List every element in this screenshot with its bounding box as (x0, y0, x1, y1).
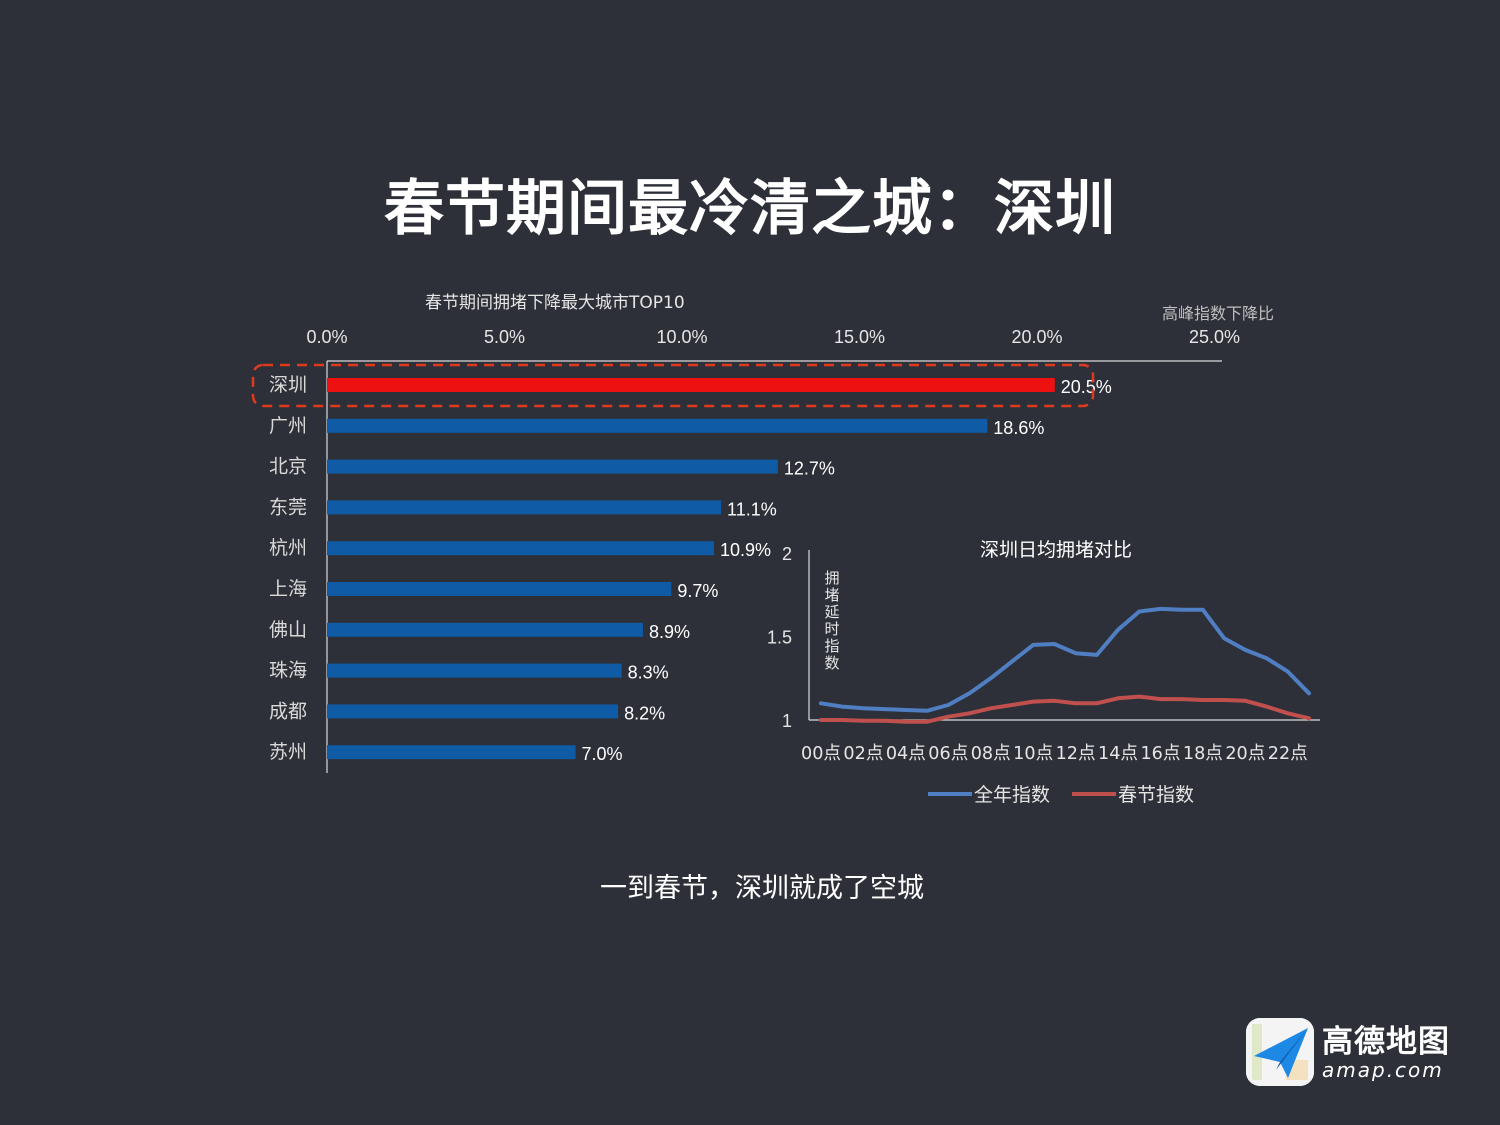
bar (327, 582, 672, 596)
bar-category-label: 杭州 (269, 537, 307, 559)
logo-name-en: amap.com (1322, 1058, 1444, 1082)
legend-swatch-spring (1072, 791, 1117, 796)
bar-x-tick-label: 0.0% (306, 327, 347, 347)
bar-category-label: 成都 (269, 700, 307, 722)
bar (327, 663, 622, 678)
logo-name-cn: 高德地图 (1322, 1024, 1450, 1060)
bar-category-label: 苏州 (269, 741, 307, 763)
bar-value-label: 12.7% (784, 459, 835, 479)
bar-x-tick-label: 15.0% (834, 327, 885, 347)
bar (327, 622, 643, 637)
bar-value-label: 7.0% (582, 744, 623, 764)
legend-label-all-year: 全年指数 (974, 784, 1051, 806)
bar-category-label: 北京 (269, 456, 307, 478)
bar-value-label: 8.9% (649, 622, 690, 642)
bar-value-label: 10.9% (720, 540, 771, 560)
bar (327, 378, 1055, 392)
line-chart-legend: 全年指数 春节指数 (928, 780, 1216, 807)
bar (327, 500, 722, 515)
bar-category-label: 上海 (269, 578, 307, 600)
legend-label-spring: 春节指数 (1118, 784, 1195, 806)
bar-x-tick-label: 20.0% (1011, 327, 1062, 347)
bar-value-label: 20.5% (1061, 377, 1112, 397)
page-title: 春节期间最冷清之城：深圳 (384, 174, 1116, 244)
bar-x-tick-label: 10.0% (656, 327, 707, 347)
bar-category-label: 佛山 (269, 619, 307, 641)
bar (327, 459, 778, 474)
bar-value-label: 9.7% (677, 581, 718, 601)
bar (327, 704, 619, 719)
amap-logo[interactable] (1246, 1018, 1314, 1086)
bar-x-tick-label: 5.0% (484, 327, 525, 347)
line-chart-title: 深圳日均拥堵对比 (980, 539, 1133, 561)
bar-value-label: 18.6% (993, 418, 1044, 438)
legend-item-all-year: 全年指数 (928, 780, 1050, 807)
bar-x-tick-label: 25.0% (1189, 327, 1240, 347)
bar-value-label: 8.2% (624, 703, 665, 723)
page-caption: 一到春节，深圳就成了空城 (600, 873, 924, 904)
bar-value-label: 8.3% (628, 663, 669, 683)
legend-swatch-all-year (928, 791, 972, 796)
bar-axis-unit-label: 高峰指数下降比 (1162, 304, 1275, 323)
bar-category-label: 珠海 (269, 660, 307, 682)
paper-plane-icon (1246, 1018, 1314, 1086)
bar (327, 418, 988, 433)
amap-logo-text: 高德地图 amap.com (1322, 1025, 1450, 1081)
bar-value-label: 11.1% (727, 499, 777, 519)
bar-category-label: 东莞 (269, 496, 307, 518)
line-chart-ylabel: 拥堵延时指数 (824, 569, 840, 672)
legend-item-spring: 春节指数 (1072, 780, 1194, 807)
bar (327, 541, 714, 556)
bar (327, 745, 576, 760)
highlight-box (251, 363, 1095, 408)
bar-category-label: 广州 (269, 415, 307, 437)
bar-chart-title: 春节期间拥堵下降最大城市TOP10 (425, 293, 685, 313)
bar-category-label: 深圳 (269, 374, 307, 396)
